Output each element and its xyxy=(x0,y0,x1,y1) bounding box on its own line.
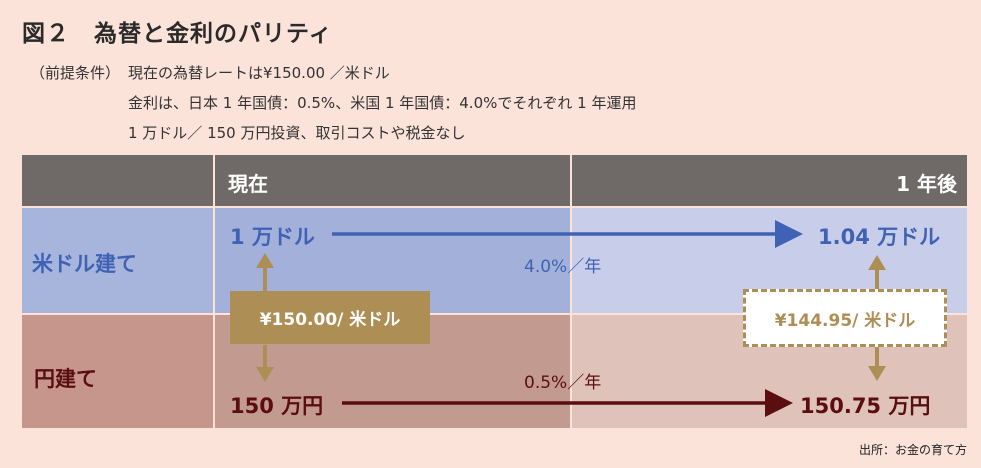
usd-start-amount: 1 万ドル xyxy=(230,225,315,249)
source-note: 出所：お金の育て方 xyxy=(858,443,967,457)
jpy-start-amount: 150 万円 xyxy=(230,394,324,418)
usd-row-label: 米ドル建て xyxy=(32,252,137,276)
header-now-label: 現在 xyxy=(228,172,268,196)
forward-fx-rate-box: ¥144.95/ 米ドル xyxy=(743,289,947,347)
premise-label: （前提条件） xyxy=(30,64,121,82)
header-corner-cell xyxy=(22,155,213,206)
jpy-row-label: 円建て xyxy=(34,367,97,391)
usd-row-label-cell xyxy=(22,208,213,313)
diagram-title: 図２ 為替と金利のパリティ xyxy=(22,21,333,47)
spot-fx-double-arrow xyxy=(256,253,274,382)
premise-line-1: 現在の為替レートは¥150.00 ／米ドル xyxy=(128,64,390,82)
jpy-row-label-cell xyxy=(22,315,213,428)
header-later-cell xyxy=(572,155,967,206)
jpy-interest-rate: 0.5%／年 xyxy=(524,373,602,393)
usd-end-amount: 1.04 万ドル xyxy=(818,225,941,249)
usd-interest-rate: 4.0%／年 xyxy=(524,257,602,277)
premise-line-3: 1 万ドル／ 150 万円投資、取引コストや税金なし xyxy=(128,124,466,142)
forward-fx-double-arrow xyxy=(868,255,886,381)
header-later-label: 1 年後 xyxy=(896,172,957,196)
jpy-end-amount: 150.75 万円 xyxy=(800,394,931,418)
spot-fx-rate-box: ¥150.00/ 米ドル xyxy=(230,291,430,344)
header-now-cell xyxy=(215,155,570,206)
premise-line-2: 金利は、日本 1 年国債：0.5%、米国 1 年国債：4.0%でそれぞれ 1 年… xyxy=(128,94,637,112)
